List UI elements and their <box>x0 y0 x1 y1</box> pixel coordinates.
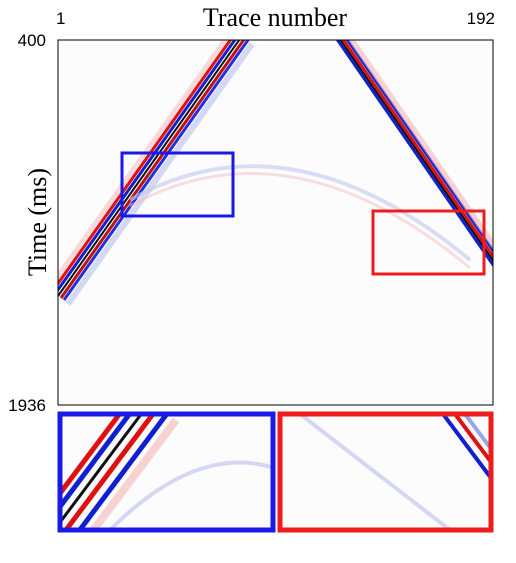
zoom-box <box>120 151 235 218</box>
x-tick-label: 1 <box>56 9 65 28</box>
plot-frame <box>57 39 494 406</box>
inset-frame <box>57 411 276 533</box>
inset-frame <box>277 411 494 533</box>
x-axis-label: Trace number <box>203 3 348 32</box>
y-tick-label: 1936 <box>8 396 46 415</box>
zoom-box <box>371 209 486 276</box>
inset-image <box>60 414 273 530</box>
x-tick-label: 192 <box>467 9 495 28</box>
y-tick-label: 400 <box>18 31 46 50</box>
y-axis-label: Time (ms) <box>23 168 52 276</box>
seismic-image <box>58 40 493 405</box>
inset-image <box>280 414 491 530</box>
